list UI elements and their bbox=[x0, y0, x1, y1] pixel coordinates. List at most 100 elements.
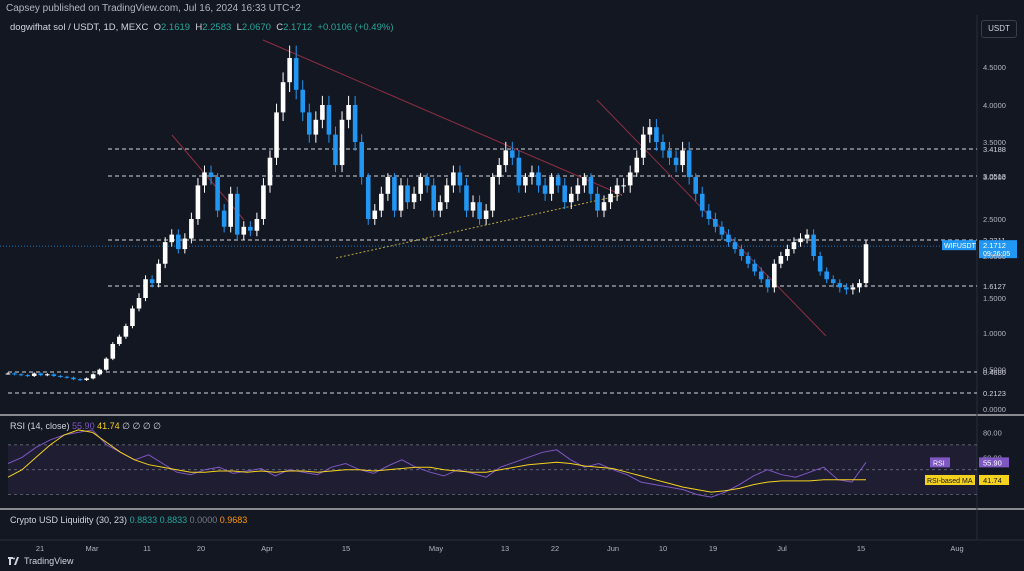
candle-body[interactable] bbox=[5, 373, 11, 375]
candle-body[interactable] bbox=[234, 193, 240, 235]
candle-body[interactable] bbox=[267, 157, 273, 186]
resistance-trendline[interactable] bbox=[171, 134, 245, 221]
candle-body[interactable] bbox=[811, 234, 816, 256]
candle-body[interactable] bbox=[38, 373, 44, 376]
candle-body[interactable] bbox=[627, 172, 633, 186]
resistance-trendline[interactable] bbox=[596, 99, 827, 337]
candle-body[interactable] bbox=[379, 193, 384, 211]
currency-button[interactable]: USDT bbox=[981, 20, 1017, 38]
candle-body[interactable] bbox=[719, 226, 725, 235]
candle-body[interactable] bbox=[706, 210, 712, 219]
candle-body[interactable] bbox=[71, 377, 76, 380]
candle-body[interactable] bbox=[778, 256, 784, 264]
candle-body[interactable] bbox=[542, 185, 548, 194]
candle-body[interactable] bbox=[431, 185, 437, 211]
candle-body[interactable] bbox=[582, 177, 587, 186]
candle-body[interactable] bbox=[143, 279, 148, 298]
candle-body[interactable] bbox=[451, 172, 456, 186]
candle-body[interactable] bbox=[248, 226, 253, 231]
candle-body[interactable] bbox=[647, 127, 653, 135]
candle-body[interactable] bbox=[169, 234, 175, 243]
candle-body[interactable] bbox=[844, 287, 849, 290]
candle-body[interactable] bbox=[117, 336, 122, 344]
candle-body[interactable] bbox=[699, 193, 705, 211]
candle-body[interactable] bbox=[385, 177, 391, 194]
candle-body[interactable] bbox=[496, 165, 502, 177]
candle-body[interactable] bbox=[162, 242, 168, 264]
candle-body[interactable] bbox=[274, 112, 279, 158]
candle-body[interactable] bbox=[346, 105, 351, 120]
candle-body[interactable] bbox=[215, 177, 220, 211]
candle-body[interactable] bbox=[444, 185, 450, 203]
candle-body[interactable] bbox=[320, 105, 325, 120]
candle-body[interactable] bbox=[300, 89, 306, 113]
candle-body[interactable] bbox=[123, 326, 129, 337]
candle-body[interactable] bbox=[772, 263, 777, 288]
candle-body[interactable] bbox=[490, 177, 495, 211]
candle-body[interactable] bbox=[12, 373, 17, 375]
candle-body[interactable] bbox=[45, 374, 50, 376]
candle-body[interactable] bbox=[529, 172, 535, 177]
candle-body[interactable] bbox=[785, 249, 790, 256]
candle-body[interactable] bbox=[752, 263, 757, 272]
candle-body[interactable] bbox=[516, 157, 522, 186]
candle-body[interactable] bbox=[392, 177, 397, 211]
candle-body[interactable] bbox=[136, 298, 142, 309]
candle-body[interactable] bbox=[313, 119, 319, 135]
candle-body[interactable] bbox=[791, 242, 797, 250]
candle-body[interactable] bbox=[306, 112, 312, 135]
candle-body[interactable] bbox=[287, 58, 292, 83]
candle-body[interactable] bbox=[510, 150, 515, 158]
candle-body[interactable] bbox=[850, 287, 856, 290]
candle-body[interactable] bbox=[804, 234, 810, 239]
candle-body[interactable] bbox=[261, 185, 266, 219]
candle-body[interactable] bbox=[208, 172, 214, 177]
candle-body[interactable] bbox=[470, 202, 476, 211]
candle-body[interactable] bbox=[634, 157, 640, 173]
candle-body[interactable] bbox=[189, 219, 194, 239]
candle-body[interactable] bbox=[562, 185, 568, 203]
candle-body[interactable] bbox=[372, 210, 378, 219]
candle-body[interactable] bbox=[326, 105, 332, 135]
candle-body[interactable] bbox=[765, 279, 771, 288]
candle-body[interactable] bbox=[31, 373, 37, 376]
candle-body[interactable] bbox=[241, 226, 247, 235]
footer-brand[interactable]: TradingView bbox=[24, 556, 74, 566]
candle-body[interactable] bbox=[437, 202, 443, 211]
resistance-trendline[interactable] bbox=[262, 39, 623, 196]
candle-body[interactable] bbox=[359, 142, 364, 177]
candle-body[interactable] bbox=[280, 82, 286, 113]
candle-body[interactable] bbox=[503, 150, 509, 166]
candle-body[interactable] bbox=[339, 119, 345, 166]
candle-body[interactable] bbox=[798, 238, 803, 243]
candle-body[interactable] bbox=[857, 283, 862, 288]
candle-body[interactable] bbox=[25, 375, 30, 377]
candle-body[interactable] bbox=[464, 185, 469, 211]
candle-body[interactable] bbox=[595, 193, 600, 211]
candle-body[interactable] bbox=[732, 242, 738, 250]
candle-body[interactable] bbox=[863, 244, 869, 284]
candle-body[interactable] bbox=[411, 193, 417, 203]
candle-body[interactable] bbox=[601, 202, 607, 211]
candle-body[interactable] bbox=[202, 172, 207, 186]
candle-body[interactable] bbox=[568, 193, 574, 203]
candle-body[interactable] bbox=[673, 157, 679, 166]
candle-body[interactable] bbox=[758, 271, 764, 280]
candle-body[interactable] bbox=[739, 249, 744, 256]
candle-body[interactable] bbox=[726, 234, 731, 243]
candle-body[interactable] bbox=[686, 150, 692, 177]
candle-body[interactable] bbox=[51, 374, 57, 376]
candle-body[interactable] bbox=[523, 177, 528, 186]
candle-body[interactable] bbox=[77, 379, 83, 381]
candle-body[interactable] bbox=[641, 134, 646, 158]
candle-body[interactable] bbox=[483, 210, 489, 219]
candle-body[interactable] bbox=[477, 202, 482, 219]
candle-body[interactable] bbox=[64, 376, 70, 378]
candle-body[interactable] bbox=[130, 308, 135, 327]
candle-body[interactable] bbox=[608, 193, 613, 203]
candle-body[interactable] bbox=[110, 343, 116, 359]
candle-body[interactable] bbox=[293, 58, 299, 90]
candle-body[interactable] bbox=[549, 177, 554, 194]
candle-body[interactable] bbox=[745, 256, 751, 264]
